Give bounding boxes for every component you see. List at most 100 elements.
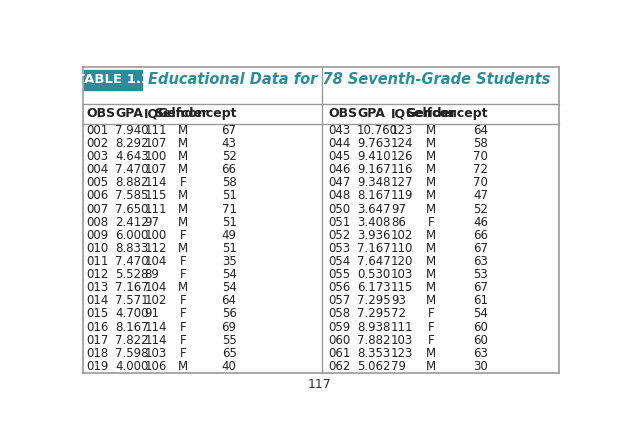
Text: 059: 059 [328, 320, 350, 334]
Text: 103: 103 [144, 347, 167, 360]
Text: 5.528: 5.528 [115, 268, 149, 281]
Text: F: F [180, 176, 186, 189]
Text: 100: 100 [144, 150, 167, 163]
Text: 006: 006 [86, 190, 109, 202]
Text: 35: 35 [222, 255, 236, 268]
Text: M: M [426, 190, 436, 202]
Text: 91: 91 [144, 308, 159, 320]
Text: M: M [426, 150, 436, 163]
Text: 054: 054 [328, 255, 350, 268]
Text: 66: 66 [222, 163, 236, 176]
Text: 002: 002 [86, 137, 109, 150]
Text: TABLE 1.3: TABLE 1.3 [76, 73, 150, 87]
Text: 056: 056 [328, 281, 350, 294]
Text: 123: 123 [391, 124, 413, 137]
Text: M: M [178, 124, 188, 137]
Text: 053: 053 [328, 242, 350, 255]
Text: 69: 69 [222, 320, 236, 334]
Text: 79: 79 [391, 360, 406, 373]
Text: 8.167: 8.167 [357, 190, 391, 202]
Text: 7.647: 7.647 [357, 255, 391, 268]
Text: 61: 61 [473, 294, 488, 307]
Text: 018: 018 [86, 347, 109, 360]
Text: 40: 40 [222, 360, 236, 373]
Text: 114: 114 [144, 176, 167, 189]
Text: 057: 057 [328, 294, 350, 307]
Text: 003: 003 [86, 150, 109, 163]
Text: F: F [427, 334, 434, 347]
Text: 052: 052 [328, 229, 350, 242]
Text: 8.882: 8.882 [115, 176, 149, 189]
Text: 103: 103 [391, 268, 413, 281]
Text: 111: 111 [144, 124, 167, 137]
Text: Gender: Gender [157, 107, 208, 121]
Text: M: M [178, 150, 188, 163]
Text: 64: 64 [222, 294, 236, 307]
FancyBboxPatch shape [84, 70, 142, 90]
Text: 66: 66 [473, 229, 488, 242]
Text: 97: 97 [391, 202, 406, 216]
Text: 49: 49 [222, 229, 236, 242]
Text: 58: 58 [222, 176, 236, 189]
Text: OBS: OBS [328, 107, 357, 121]
Text: 124: 124 [391, 137, 413, 150]
Text: 67: 67 [222, 124, 236, 137]
Text: 061: 061 [328, 347, 351, 360]
Text: 51: 51 [222, 190, 236, 202]
Text: 9.348: 9.348 [357, 176, 391, 189]
Text: 117: 117 [308, 378, 332, 391]
Text: 115: 115 [391, 281, 413, 294]
Text: M: M [178, 163, 188, 176]
Text: F: F [180, 268, 186, 281]
Text: 103: 103 [391, 334, 413, 347]
Text: 005: 005 [86, 176, 109, 189]
Text: 116: 116 [391, 163, 413, 176]
Text: 127: 127 [391, 176, 413, 189]
Text: 97: 97 [144, 216, 159, 229]
Text: 70: 70 [473, 150, 488, 163]
Text: GPA: GPA [357, 107, 385, 121]
Text: M: M [178, 137, 188, 150]
Text: 52: 52 [473, 202, 488, 216]
Text: IQ: IQ [391, 107, 406, 121]
Text: 9.763: 9.763 [357, 137, 391, 150]
Text: 7.598: 7.598 [115, 347, 149, 360]
Text: F: F [180, 229, 186, 242]
Text: 10.760: 10.760 [357, 124, 398, 137]
Text: 55: 55 [222, 334, 236, 347]
Text: F: F [180, 334, 186, 347]
Text: 062: 062 [328, 360, 351, 373]
Text: 060: 060 [328, 334, 350, 347]
Text: 8.292: 8.292 [115, 137, 149, 150]
Text: 115: 115 [144, 190, 167, 202]
Text: 055: 055 [328, 268, 350, 281]
Text: 3.408: 3.408 [357, 216, 391, 229]
Text: 106: 106 [144, 360, 167, 373]
Text: 93: 93 [391, 294, 406, 307]
Text: 8.167: 8.167 [115, 320, 149, 334]
Text: 044: 044 [328, 137, 351, 150]
Text: 051: 051 [328, 216, 350, 229]
Text: 107: 107 [144, 137, 167, 150]
Text: 51: 51 [222, 242, 236, 255]
Text: 67: 67 [473, 242, 488, 255]
Text: 043: 043 [328, 124, 350, 137]
Text: F: F [180, 347, 186, 360]
Text: 050: 050 [328, 202, 350, 216]
Text: 54: 54 [473, 308, 488, 320]
Text: 6.173: 6.173 [357, 281, 391, 294]
Text: 011: 011 [86, 255, 109, 268]
Text: M: M [426, 281, 436, 294]
Text: M: M [426, 360, 436, 373]
Text: 7.822: 7.822 [115, 334, 149, 347]
Text: 7.295: 7.295 [357, 294, 391, 307]
Text: 58: 58 [474, 137, 488, 150]
Text: 7.295: 7.295 [357, 308, 391, 320]
Text: M: M [426, 242, 436, 255]
Text: 86: 86 [391, 216, 406, 229]
Text: 51: 51 [222, 216, 236, 229]
Text: 019: 019 [86, 360, 109, 373]
Text: 120: 120 [391, 255, 413, 268]
Text: 112: 112 [144, 242, 167, 255]
Text: F: F [427, 216, 434, 229]
